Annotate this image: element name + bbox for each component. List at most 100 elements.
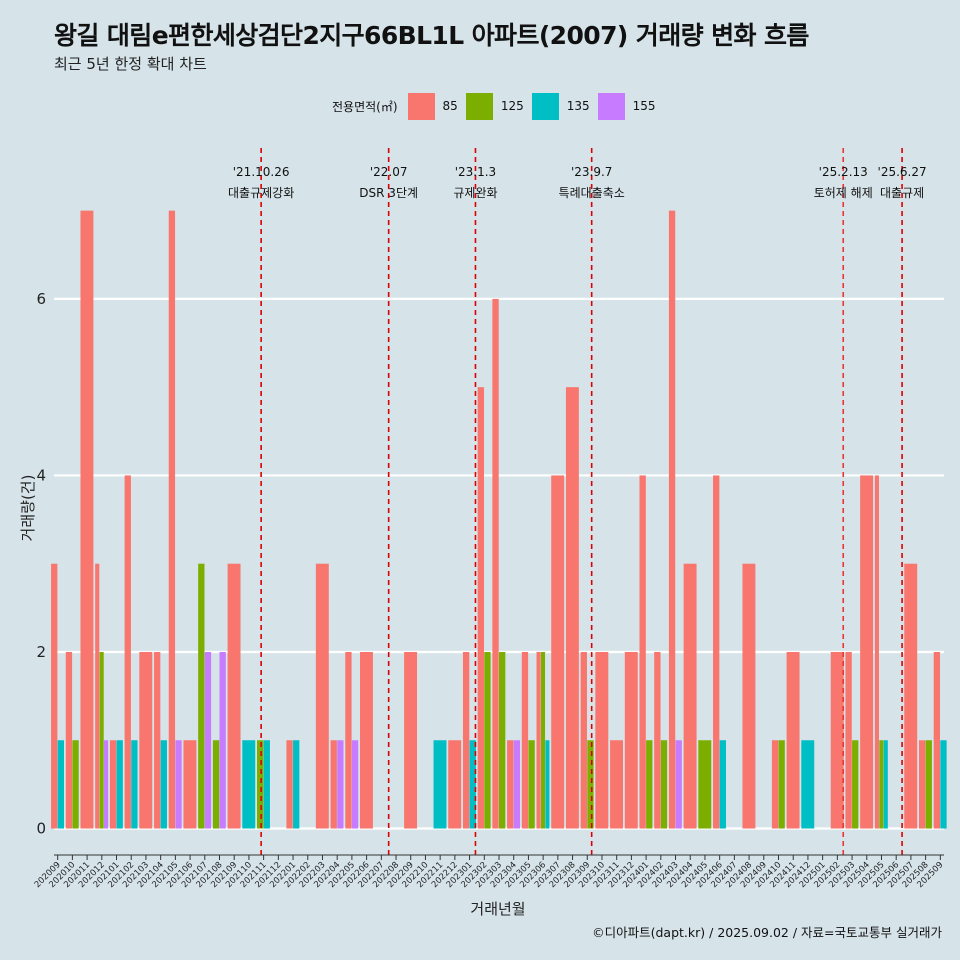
bar-85-202309: [580, 651, 587, 829]
bar-135-202509: [940, 740, 947, 829]
bar-85-202302: [477, 387, 484, 829]
bar-85-202509: [933, 651, 941, 829]
bar-85-202109: [227, 563, 241, 829]
bar-85-202403: [668, 210, 676, 829]
bar-85-202404: [683, 563, 697, 829]
y-axis-title: 거래량(건): [19, 475, 37, 542]
bar-85-202503: [845, 651, 852, 829]
bar-85-202103: [139, 651, 153, 829]
bar-125-202108: [212, 740, 220, 829]
bar-155-202108: [219, 651, 226, 829]
event-label-5: 대출규제: [880, 186, 924, 200]
bar-85-202106: [183, 740, 197, 829]
legend-item-155: 155: [597, 92, 656, 120]
legend-key-135: [531, 92, 559, 120]
bar-135-202101: [116, 740, 123, 829]
bar-125-202503: [852, 740, 859, 829]
bar-85-202201: [286, 740, 293, 829]
legend-label-85: 85: [442, 99, 458, 113]
bar-135-202412: [801, 740, 815, 829]
bar-125-202309: [587, 740, 594, 829]
bar-85-202508: [918, 740, 926, 829]
bar-135-202111: [263, 740, 270, 829]
event-date-3: '23.9.7: [571, 165, 612, 179]
bar-125-202303: [499, 651, 506, 829]
bar-125-202405: [698, 740, 712, 829]
bar-85-202402: [654, 651, 661, 829]
bar-125-202012: [99, 651, 104, 829]
bar-85-202305: [521, 651, 529, 829]
legend: 전용면적(㎡) 85 125 135 155: [332, 92, 664, 120]
legend-title: 전용면적(㎡): [332, 99, 398, 114]
event-date-5: '25.6.27: [878, 165, 927, 179]
legend-item-85: 85: [407, 92, 458, 120]
bar-125-202401: [646, 740, 653, 829]
bar-85-202209: [404, 651, 418, 829]
bar-85-202502: [830, 651, 844, 829]
event-date-0: '21.10.26: [233, 165, 290, 179]
bar-85-202311: [610, 740, 624, 829]
bar-85-202010: [65, 651, 73, 829]
bar-85-202411: [786, 651, 800, 829]
bar-85-202312: [624, 651, 638, 829]
y-tick-label-6: 6: [36, 290, 46, 308]
bar-155-202204: [337, 740, 344, 829]
legend-label-155: 155: [632, 99, 656, 113]
bar-85-202306: [536, 651, 541, 829]
bar-155-202012: [104, 740, 109, 829]
y-tick-label-4: 4: [36, 466, 46, 484]
bar-155-202304: [513, 740, 521, 829]
bar-125-202107: [198, 563, 205, 829]
bar-135-202301: [469, 740, 476, 829]
event-label-2: 규제완화: [453, 186, 497, 200]
bar-85-202408: [742, 563, 756, 829]
bar-135-202110: [242, 740, 256, 829]
bar-85-202105: [168, 210, 176, 829]
bar-125-202010: [72, 740, 79, 829]
event-label-0: 대출규제강화: [228, 186, 294, 200]
legend-key-155: [597, 92, 625, 120]
bar-155-202205: [351, 740, 359, 829]
bar-85-202204: [330, 740, 337, 829]
legend-label-125: 125: [500, 99, 524, 113]
bar-85-202308: [565, 387, 579, 829]
x-axis-title: 거래년월: [470, 900, 525, 918]
bar-125-202505: [879, 740, 884, 829]
bar-85-202009: [51, 563, 58, 829]
y-tick-label-2: 2: [36, 643, 46, 661]
bar-155-202105: [175, 740, 182, 829]
legend-key-85: [407, 92, 435, 120]
bar-85-202203: [315, 563, 329, 829]
bar-135-202211: [433, 740, 447, 829]
legend-item-135: 135: [531, 92, 590, 120]
y-tick-label-0: 0: [36, 820, 46, 838]
chart-subtitle: 최근 5년 한정 확대 차트: [54, 55, 207, 73]
bar-85-202307: [551, 475, 565, 829]
bar-85-202012: [95, 563, 100, 829]
bar-135-202102: [131, 740, 138, 829]
bar-135-202009: [57, 740, 64, 829]
footer-credit: ©디아파트(dapt.kr) / 2025.09.02 / 자료=국토교통부 실…: [592, 925, 942, 940]
bar-85-202205: [345, 651, 352, 829]
bar-125-202402: [660, 740, 668, 829]
bar-125-202111: [257, 740, 264, 829]
bar-85-202301: [462, 651, 470, 829]
bar-135-202104: [160, 740, 167, 829]
legend-key-125: [465, 92, 493, 120]
bar-125-202302: [484, 651, 491, 829]
bar-85-202206: [359, 651, 373, 829]
bar-125-202306: [540, 651, 546, 829]
bar-85-202401: [639, 475, 646, 829]
bar-135-202306: [545, 740, 550, 829]
bar-85-202102: [124, 475, 131, 829]
bar-85-202304: [507, 740, 514, 829]
bar-85-202504: [860, 475, 874, 829]
bar-135-202505: [883, 740, 888, 829]
bar-85-202101: [109, 740, 117, 829]
bar-125-202508: [925, 740, 932, 829]
bar-85-202104: [154, 651, 161, 829]
event-date-2: '23.1.3: [455, 165, 496, 179]
event-date-4: '25.2.13: [819, 165, 868, 179]
event-date-1: '22.07: [370, 165, 408, 179]
